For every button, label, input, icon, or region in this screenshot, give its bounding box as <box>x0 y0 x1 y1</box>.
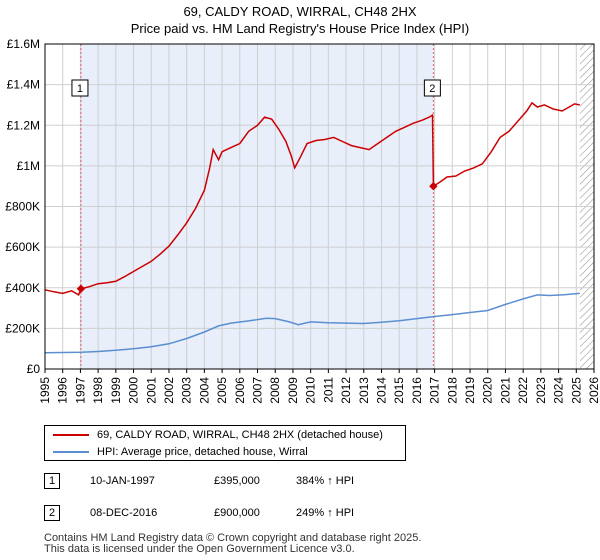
legend-label-hpi: HPI: Average price, detached house, Wirr… <box>97 446 308 458</box>
y-tick-label: £1.2M <box>7 118 40 132</box>
x-tick-label: 2018 <box>445 377 459 404</box>
x-tick-label: 2026 <box>587 377 600 404</box>
transaction-hpi-change: 384% ↑ HPI <box>296 475 355 487</box>
sale-point <box>76 284 86 294</box>
sale-label: 1 <box>77 83 83 95</box>
x-tick-label: 2025 <box>569 377 583 404</box>
x-tick-label: 1995 <box>38 377 52 404</box>
legend-label-price: 69, CALDY ROAD, WIRRAL, CH48 2HX (detach… <box>97 429 383 441</box>
x-tick-label: 2020 <box>481 377 495 404</box>
y-tick-label: £200K <box>5 321 40 335</box>
y-tick-label: £0 <box>27 362 41 376</box>
x-tick-label: 2021 <box>498 377 512 404</box>
x-tick-label: 1998 <box>91 377 105 404</box>
x-tick-label: 2019 <box>463 377 477 404</box>
x-tick-label: 2011 <box>321 377 335 403</box>
transaction-badge: 1 <box>44 473 60 489</box>
x-tick-label: 2012 <box>339 377 353 404</box>
y-tick-label: £1.6M <box>7 37 40 51</box>
x-tick-label: 2005 <box>215 377 229 404</box>
transaction-date: 08-DEC-2016 <box>90 507 158 519</box>
legend-swatch-price <box>53 434 89 436</box>
x-tick-label: 1996 <box>56 377 70 404</box>
x-tick-label: 2002 <box>162 377 176 404</box>
transaction-price: £395,000 <box>214 475 260 487</box>
y-tick-label: £1.4M <box>7 78 40 92</box>
x-tick-label: 2000 <box>127 377 141 404</box>
y-tick-label: £600K <box>5 240 40 254</box>
plot-border <box>44 43 595 370</box>
x-tick-label: 2015 <box>392 377 406 404</box>
sale-label-box <box>71 79 89 97</box>
sale-label: 2 <box>429 83 435 95</box>
series-line-price <box>44 101 580 296</box>
x-tick-label: 2016 <box>410 377 424 404</box>
x-tick-label: 1997 <box>73 377 87 404</box>
y-tick-label: £400K <box>5 281 40 295</box>
footer-copyright: Contains HM Land Registry data © Crown c… <box>44 532 422 544</box>
x-tick-label: 2007 <box>251 377 265 404</box>
x-tick-label: 2023 <box>534 377 548 404</box>
x-tick-label: 2013 <box>357 377 371 404</box>
legend-swatch-hpi <box>53 451 89 453</box>
y-axis-labels: £0 £200K £400K £600K £800K £1M £1.2M £1.4M £1.6M <box>5 37 40 376</box>
x-tick-label: 2008 <box>268 377 282 404</box>
footer-licence: This data is licensed under the Open Gov… <box>44 543 355 555</box>
transaction-hpi-change: 249% ↑ HPI <box>296 507 355 519</box>
x-tick-label: 1999 <box>109 377 123 404</box>
transaction-price: £900,000 <box>214 507 260 519</box>
x-tick-label: 2006 <box>233 377 247 404</box>
chart-subtitle: Price paid vs. HM Land Registry's House … <box>130 21 470 36</box>
chart-title: 69, CALDY ROAD, WIRRAL, CH48 2HX <box>183 4 417 19</box>
x-tick-label: 2022 <box>516 377 530 404</box>
legend: 69, CALDY ROAD, WIRRAL, CH48 2HX (detach… <box>44 425 406 461</box>
sale-label-box <box>423 79 441 97</box>
transaction-date: 10-JAN-1997 <box>90 475 155 487</box>
x-tick-label: 2014 <box>374 377 388 404</box>
transaction-badge: 2 <box>44 505 60 521</box>
y-tick-label: £800K <box>5 200 40 214</box>
x-tick-label: 2009 <box>286 377 300 404</box>
y-tick-label: £1M <box>17 159 40 173</box>
x-tick-label: 2004 <box>197 377 211 404</box>
x-tick-label: 2001 <box>144 377 158 404</box>
x-tick-label: 2017 <box>428 377 442 404</box>
x-tick-label: 2010 <box>304 377 318 404</box>
sale-point <box>429 181 438 191</box>
x-tick-label: 2003 <box>180 377 194 404</box>
series-line-hpi <box>44 292 580 354</box>
x-tick-label: 2024 <box>552 377 566 404</box>
x-axis-labels: 1995 1996 1997 1998 1999 2000 2001 2002 2003 2004… <box>38 369 600 404</box>
